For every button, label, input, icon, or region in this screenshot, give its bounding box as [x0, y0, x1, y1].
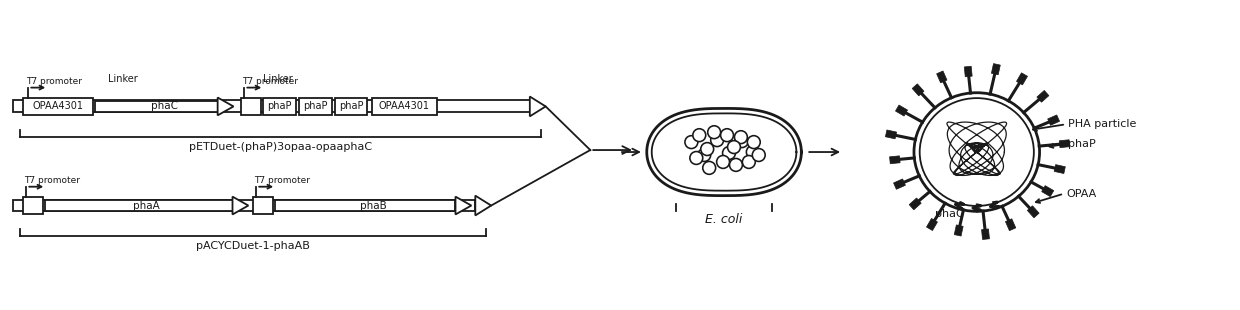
Bar [992, 64, 1001, 75]
Bar [1028, 206, 1039, 218]
Bar [1054, 165, 1065, 174]
Bar [24, 197, 43, 215]
Bar [14, 100, 529, 113]
Polygon shape [475, 196, 491, 215]
Bar [275, 200, 455, 211]
Text: phaP: phaP [268, 101, 291, 111]
Text: T7 promoter: T7 promoter [26, 77, 82, 86]
Bar [936, 71, 947, 83]
Bar [1048, 115, 1059, 125]
Bar [889, 156, 900, 164]
Circle shape [728, 141, 740, 153]
Bar [965, 66, 972, 77]
Bar [94, 101, 218, 112]
Circle shape [735, 135, 748, 148]
Text: pACYCDuet-1-phaAB: pACYCDuet-1-phaAB [196, 241, 310, 251]
Circle shape [720, 129, 734, 142]
Polygon shape [218, 98, 233, 115]
Circle shape [723, 147, 735, 159]
Text: OPAA: OPAA [1066, 189, 1096, 199]
Text: phaP: phaP [339, 101, 363, 111]
Text: E. coli: E. coli [706, 214, 743, 227]
Text: Linker: Linker [108, 74, 138, 84]
Text: Linker: Linker [263, 74, 293, 84]
Circle shape [701, 143, 714, 156]
Circle shape [711, 134, 724, 147]
Circle shape [746, 146, 759, 158]
Bar [335, 98, 367, 115]
Circle shape [717, 156, 729, 168]
PathPatch shape [647, 108, 801, 196]
Bar [909, 198, 921, 210]
Text: phaP: phaP [303, 101, 327, 111]
Bar [299, 98, 331, 115]
Bar [242, 98, 262, 115]
Circle shape [743, 156, 755, 168]
Text: phaC: phaC [150, 101, 177, 111]
Circle shape [698, 148, 711, 162]
Circle shape [693, 129, 706, 142]
Text: PHA particle: PHA particle [1068, 119, 1136, 129]
Polygon shape [233, 197, 248, 215]
Bar [895, 105, 908, 116]
Bar [1042, 186, 1054, 197]
Circle shape [729, 158, 743, 171]
Text: T7 promoter: T7 promoter [254, 176, 310, 185]
Text: pETDuet-(phaP)3opaa-opaaphaC: pETDuet-(phaP)3opaa-opaaphaC [188, 142, 372, 152]
Text: OPAA4301: OPAA4301 [32, 101, 83, 111]
Bar [885, 130, 897, 139]
Circle shape [689, 152, 703, 164]
Text: phaB: phaB [360, 201, 387, 210]
Circle shape [748, 136, 760, 148]
Polygon shape [455, 197, 471, 215]
Text: phaA: phaA [134, 201, 160, 210]
Bar [1006, 219, 1016, 231]
Bar [45, 200, 233, 211]
Text: phaP: phaP [1068, 139, 1096, 149]
Bar [1059, 140, 1070, 148]
Bar [1037, 91, 1049, 102]
Circle shape [753, 148, 765, 162]
Text: OPAA4301: OPAA4301 [379, 101, 430, 111]
Bar [253, 197, 273, 215]
Bar [14, 200, 475, 211]
Bar [372, 98, 436, 115]
Bar [913, 84, 924, 96]
Bar [982, 229, 990, 240]
Polygon shape [529, 96, 546, 116]
Circle shape [703, 162, 715, 174]
Bar [1017, 73, 1028, 85]
Text: T7 promoter: T7 promoter [242, 77, 299, 86]
Text: T7 promoter: T7 promoter [25, 176, 81, 185]
Circle shape [708, 126, 720, 139]
Bar [263, 98, 296, 115]
Bar [926, 219, 937, 231]
Text: phaC: phaC [935, 209, 963, 219]
Circle shape [734, 131, 748, 144]
Bar [24, 98, 93, 115]
Bar [955, 225, 963, 236]
Bar [894, 179, 905, 189]
Circle shape [684, 136, 698, 148]
